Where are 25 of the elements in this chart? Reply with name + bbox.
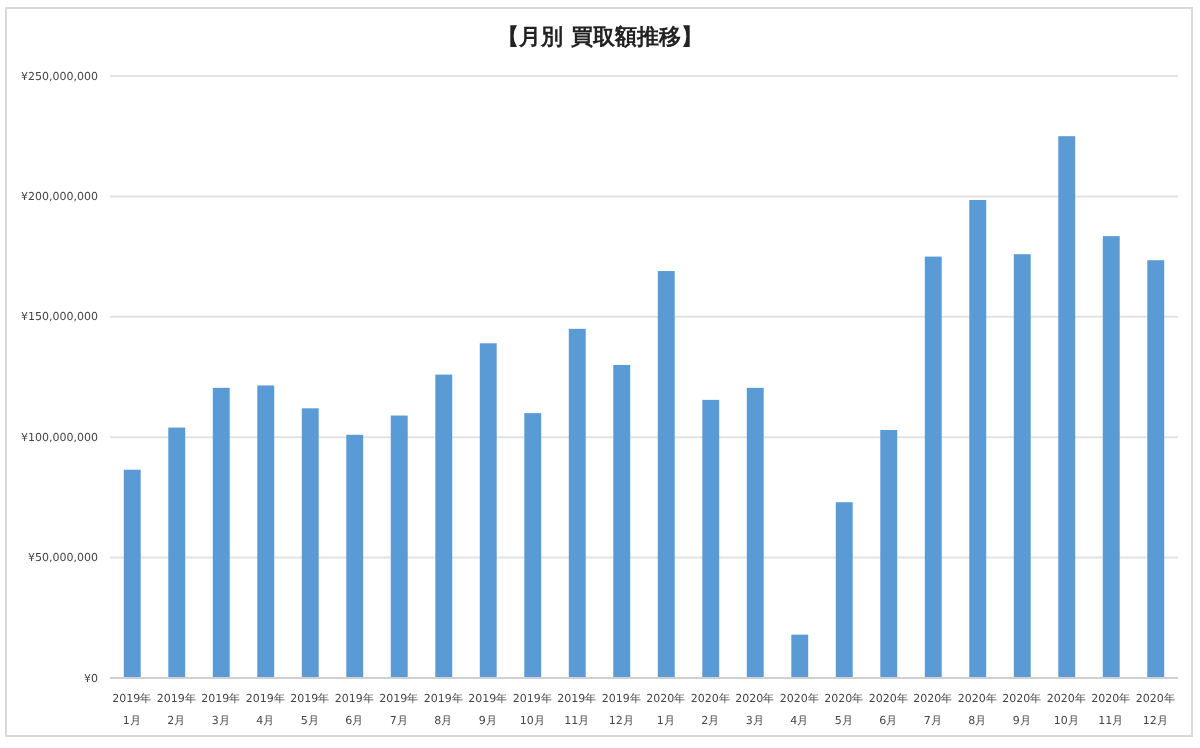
bar <box>301 408 319 678</box>
bar <box>702 399 720 678</box>
bar <box>657 271 675 678</box>
bar <box>212 387 230 678</box>
bar <box>346 434 364 678</box>
bar <box>1058 136 1076 678</box>
bar <box>746 387 764 678</box>
bar <box>123 469 141 678</box>
bar <box>568 328 586 678</box>
bar <box>924 256 942 678</box>
bar <box>835 502 853 678</box>
bar <box>435 374 453 678</box>
bar <box>479 343 497 678</box>
bar <box>1102 236 1120 678</box>
bar <box>791 634 809 678</box>
bar <box>390 415 408 678</box>
bar <box>880 429 898 678</box>
bar <box>613 364 631 678</box>
chart-title: 【月別 買取額推移】 <box>497 24 703 50</box>
bar <box>1147 260 1165 678</box>
bar <box>257 385 275 678</box>
bar <box>524 413 542 678</box>
bar <box>969 200 987 678</box>
bar <box>1013 254 1031 678</box>
bar <box>168 427 186 678</box>
